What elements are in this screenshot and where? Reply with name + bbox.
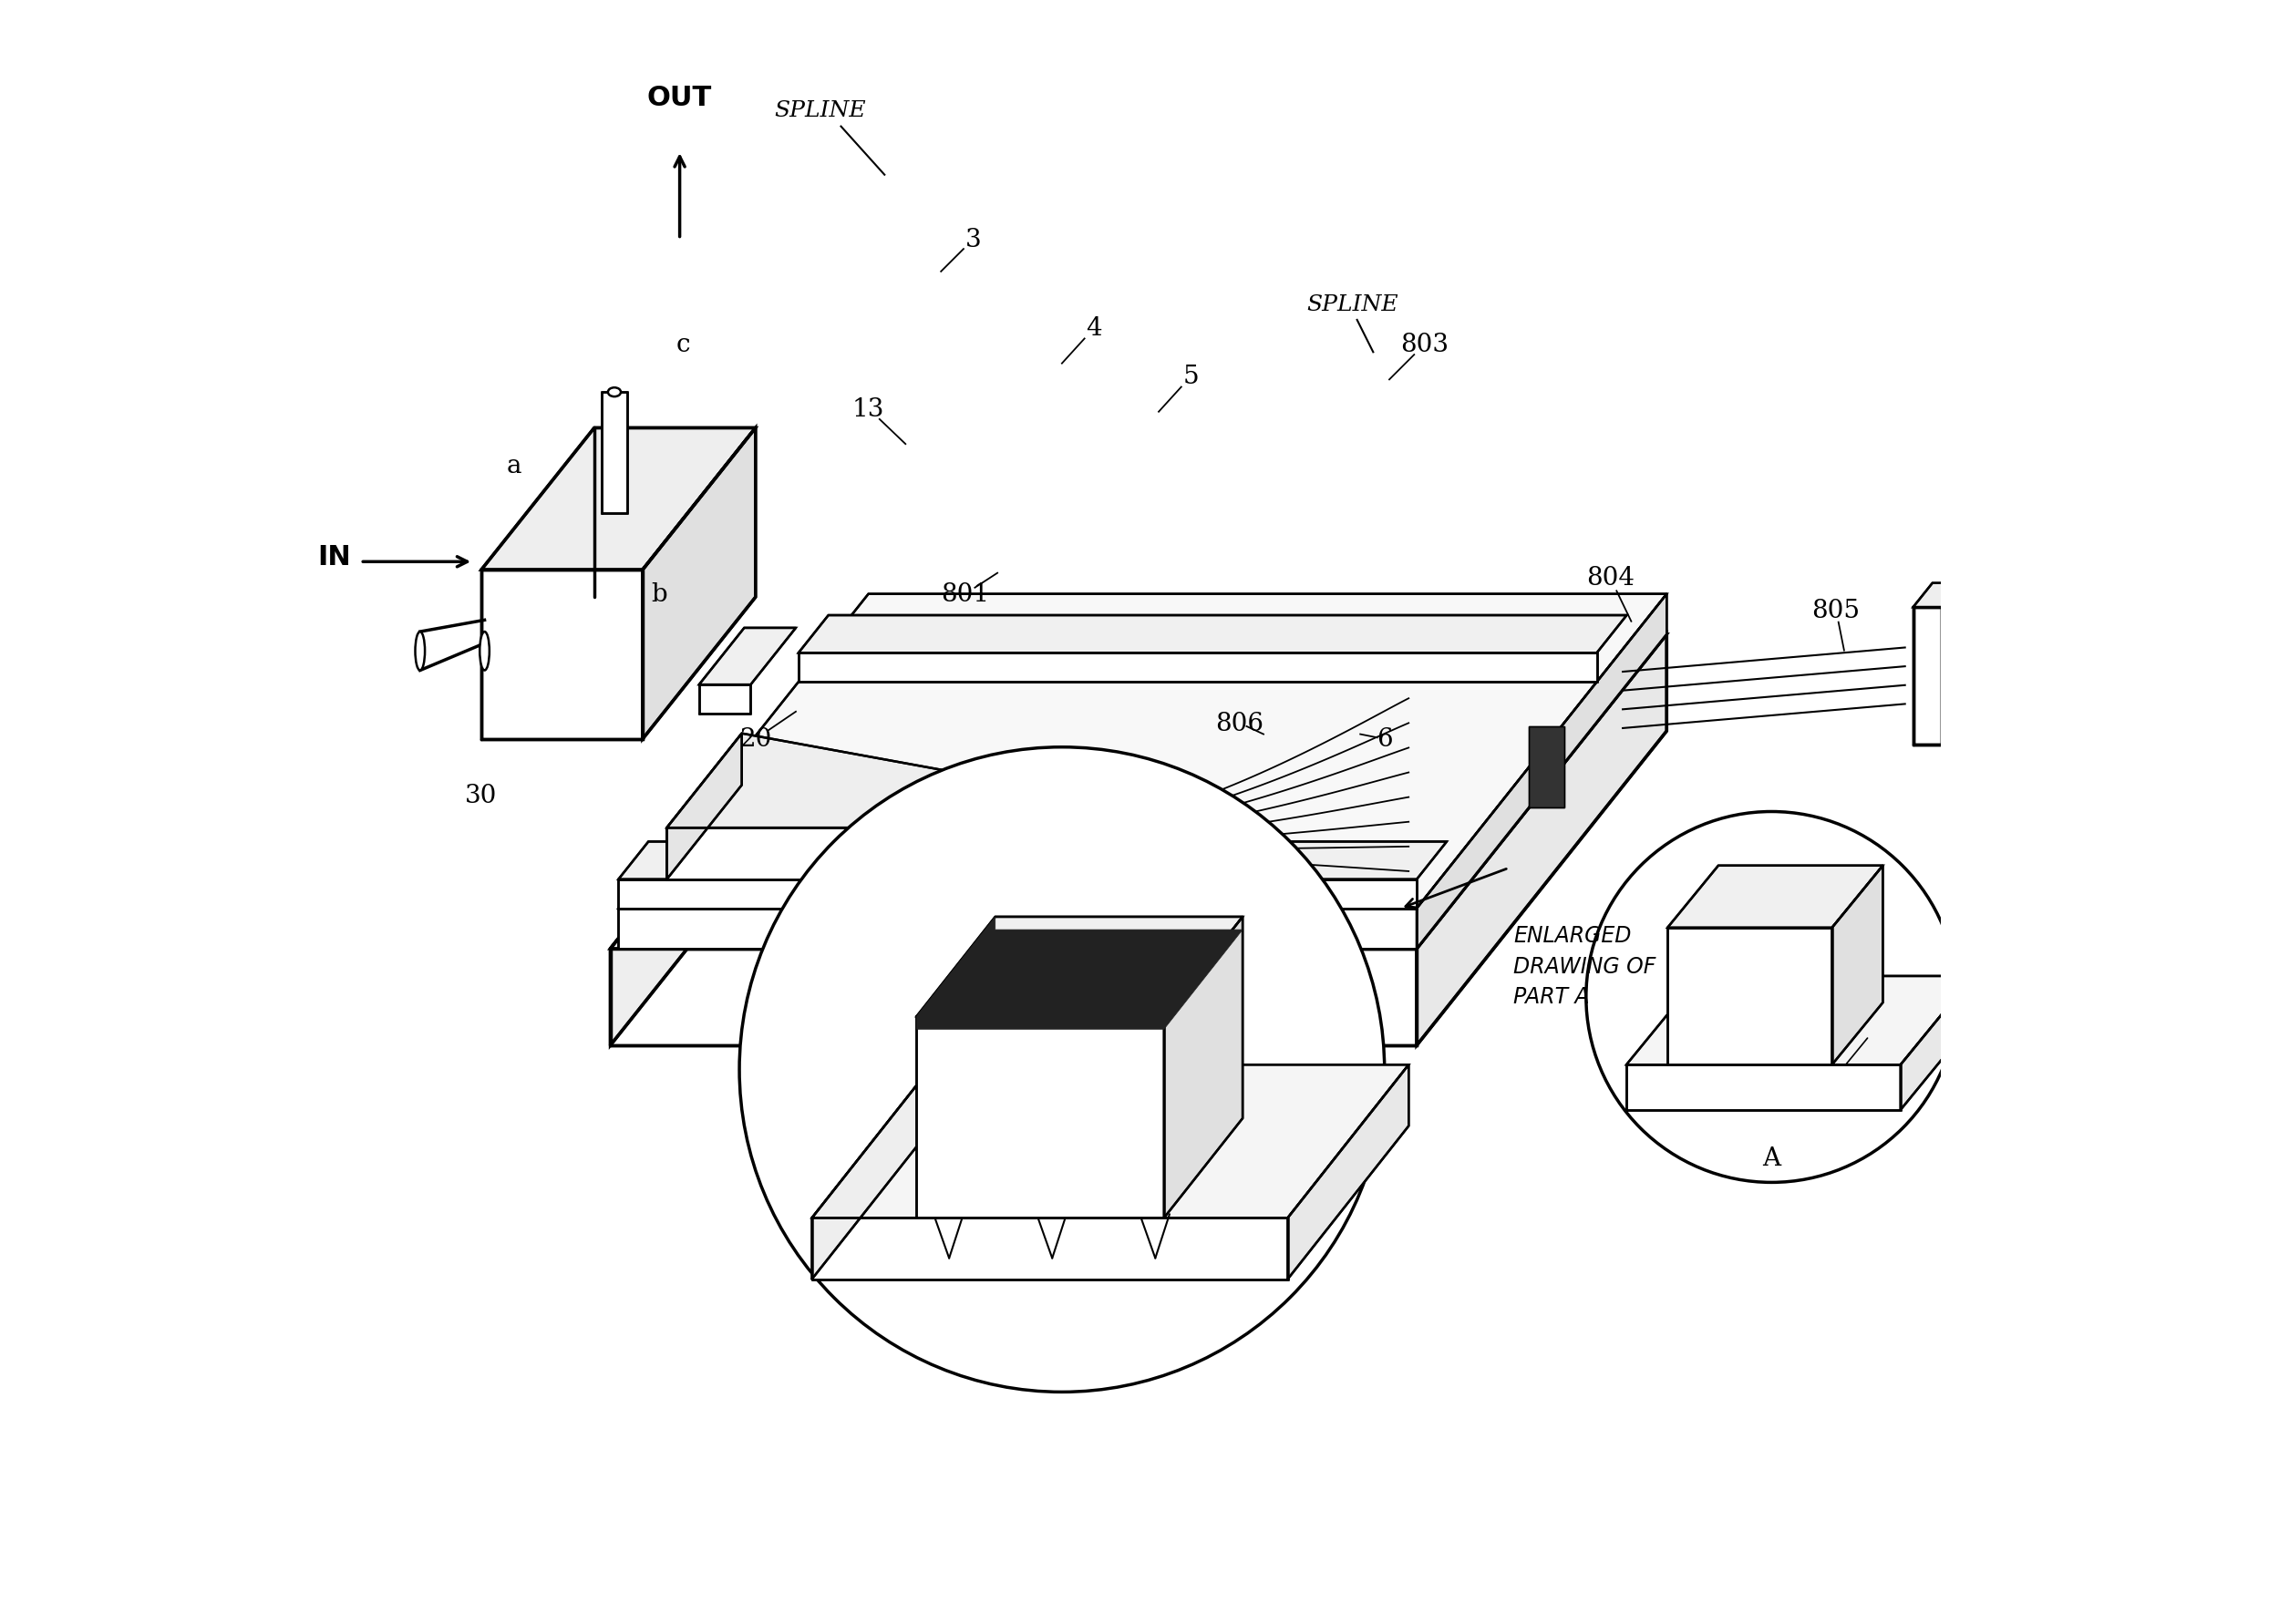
Text: 806: 806 bbox=[1216, 711, 1264, 736]
Polygon shape bbox=[1529, 728, 1566, 807]
Polygon shape bbox=[1416, 635, 1668, 1046]
Polygon shape bbox=[1831, 866, 1883, 1065]
Polygon shape bbox=[2099, 515, 2160, 754]
Text: a: a bbox=[506, 453, 522, 477]
Polygon shape bbox=[642, 429, 756, 739]
Polygon shape bbox=[1901, 976, 1974, 1111]
Text: 5: 5 bbox=[1182, 365, 1198, 390]
Text: 805: 805 bbox=[1813, 598, 1861, 624]
Polygon shape bbox=[917, 918, 1243, 1017]
Polygon shape bbox=[619, 909, 1416, 948]
Circle shape bbox=[1586, 812, 1956, 1182]
Polygon shape bbox=[610, 635, 860, 1046]
Polygon shape bbox=[610, 635, 1668, 948]
Polygon shape bbox=[610, 948, 1416, 1046]
Polygon shape bbox=[812, 1065, 933, 1280]
Polygon shape bbox=[699, 685, 751, 715]
Polygon shape bbox=[1668, 866, 1883, 927]
Polygon shape bbox=[619, 841, 1448, 880]
Polygon shape bbox=[667, 734, 742, 880]
Polygon shape bbox=[1913, 583, 1960, 607]
Ellipse shape bbox=[479, 632, 490, 671]
Polygon shape bbox=[1942, 583, 1960, 745]
Text: OUT: OUT bbox=[647, 84, 712, 110]
Polygon shape bbox=[601, 393, 626, 513]
Polygon shape bbox=[699, 628, 796, 685]
Text: 801: 801 bbox=[942, 581, 989, 607]
Polygon shape bbox=[1994, 515, 2160, 591]
Text: 3: 3 bbox=[964, 227, 980, 252]
Text: b: b bbox=[651, 581, 667, 607]
Text: IN: IN bbox=[318, 544, 352, 570]
Polygon shape bbox=[1416, 594, 1668, 948]
Polygon shape bbox=[667, 828, 1021, 880]
Polygon shape bbox=[917, 1017, 1164, 1218]
Text: 6: 6 bbox=[1377, 728, 1393, 752]
Polygon shape bbox=[1994, 591, 2099, 754]
Text: 30: 30 bbox=[465, 784, 497, 809]
Polygon shape bbox=[1668, 927, 1831, 1065]
Text: c: c bbox=[676, 333, 690, 357]
Text: 20: 20 bbox=[740, 728, 771, 752]
Polygon shape bbox=[812, 1218, 1289, 1280]
Text: 803: 803 bbox=[1400, 333, 1450, 357]
Polygon shape bbox=[667, 734, 1051, 828]
Text: 804: 804 bbox=[1586, 567, 1634, 591]
Polygon shape bbox=[619, 880, 1416, 909]
Polygon shape bbox=[1627, 1065, 1901, 1111]
Polygon shape bbox=[1627, 976, 1974, 1065]
Polygon shape bbox=[619, 594, 1668, 909]
Ellipse shape bbox=[415, 632, 424, 671]
Circle shape bbox=[740, 747, 1384, 1392]
Polygon shape bbox=[799, 653, 1597, 682]
Text: ENLARGED
DRAWING OF
PART A: ENLARGED DRAWING OF PART A bbox=[1513, 924, 1656, 1007]
Polygon shape bbox=[481, 429, 756, 570]
Text: 4: 4 bbox=[1087, 317, 1103, 341]
Polygon shape bbox=[1913, 607, 1942, 745]
Polygon shape bbox=[1945, 607, 1994, 737]
Polygon shape bbox=[812, 1065, 1409, 1218]
Ellipse shape bbox=[608, 388, 622, 398]
Text: SPLINE: SPLINE bbox=[774, 101, 867, 122]
Text: A: A bbox=[1763, 1147, 1781, 1171]
Polygon shape bbox=[1289, 1065, 1409, 1280]
Polygon shape bbox=[1164, 918, 1243, 1218]
Polygon shape bbox=[917, 918, 1243, 1030]
Polygon shape bbox=[481, 570, 642, 739]
Polygon shape bbox=[799, 615, 1627, 653]
Text: SPLINE: SPLINE bbox=[1307, 294, 1398, 315]
Text: 13: 13 bbox=[853, 396, 885, 422]
